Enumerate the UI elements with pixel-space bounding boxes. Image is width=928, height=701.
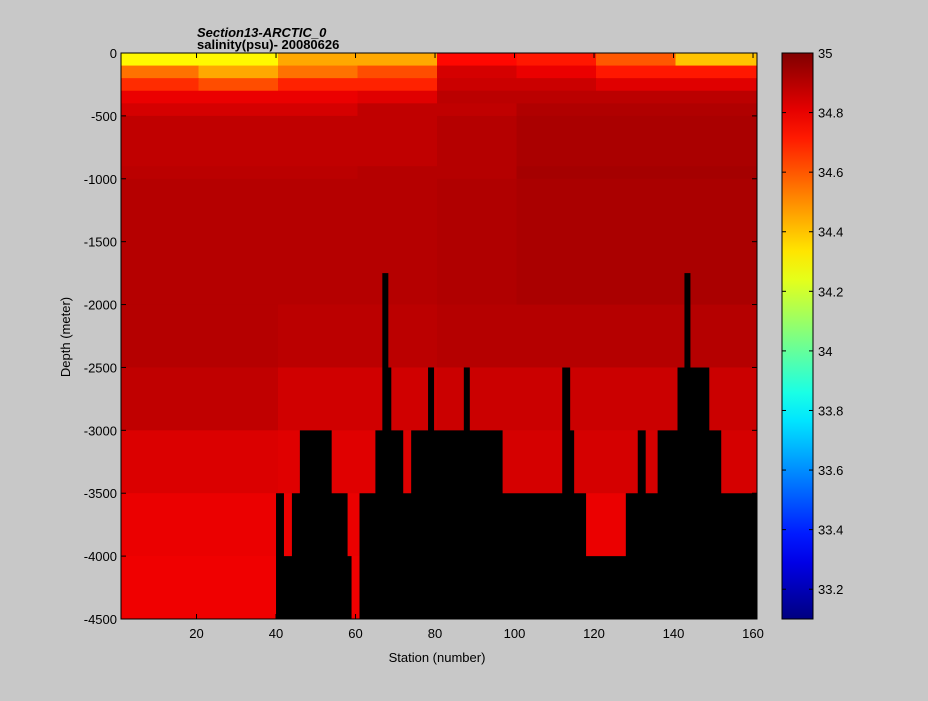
x-axis: 20 40 60 80 100 120 140 160 bbox=[189, 53, 764, 641]
heatmap-cell bbox=[437, 115, 518, 167]
y-axis-label: Depth (meter) bbox=[58, 297, 73, 377]
heatmap-cell bbox=[437, 65, 518, 79]
x-tick-label: 120 bbox=[583, 626, 605, 641]
heatmap-cell bbox=[278, 53, 438, 67]
y-tick-label: -3500 bbox=[84, 486, 117, 501]
heatmap-cell bbox=[516, 178, 758, 306]
heatmap-cell bbox=[596, 65, 758, 79]
x-tick-label: 60 bbox=[348, 626, 362, 641]
x-tick-label: 40 bbox=[269, 626, 283, 641]
x-tick-label: 160 bbox=[742, 626, 764, 641]
colorbar-tick-label: 34 bbox=[818, 344, 832, 359]
heatmap-cell bbox=[121, 65, 200, 79]
heatmap-cell bbox=[278, 304, 438, 368]
seamount-peak bbox=[684, 273, 691, 619]
seafloor-mask bbox=[121, 367, 757, 619]
heatmap-cell bbox=[198, 65, 279, 79]
x-tick-label: 140 bbox=[663, 626, 685, 641]
plot-frame bbox=[120, 52, 758, 620]
colorbar-tick-label: 34.2 bbox=[818, 284, 843, 299]
heatmap-cell bbox=[516, 115, 758, 167]
heatmap-cell bbox=[516, 166, 758, 180]
heatmap-cell bbox=[121, 115, 438, 167]
heatmap-cell bbox=[121, 178, 438, 306]
heatmap-cell bbox=[121, 304, 279, 368]
y-axis: 0 -500 -1000 -1500 -2000 -2500 -3000 -3500 -4000… bbox=[84, 46, 757, 627]
y-tick-label: -1500 bbox=[84, 235, 117, 250]
heatmap-cell bbox=[675, 53, 758, 67]
seamount-peak bbox=[463, 367, 470, 619]
heatmap-cell bbox=[357, 65, 438, 79]
seamount-peak bbox=[382, 273, 389, 619]
x-tick-label: 100 bbox=[504, 626, 526, 641]
heatmap-cell bbox=[516, 103, 758, 117]
heatmap-cell bbox=[437, 304, 758, 368]
heatmap-cell bbox=[121, 90, 359, 104]
heatmap-cell bbox=[121, 166, 359, 180]
heatmap-cell bbox=[121, 78, 200, 92]
x-tick-label: 80 bbox=[428, 626, 442, 641]
colorbar-tick-label: 33.4 bbox=[818, 523, 843, 538]
colorbar-tick-label: 34.4 bbox=[818, 225, 843, 240]
colorbar-tick-label: 34.8 bbox=[818, 106, 843, 121]
y-tick-label: -3000 bbox=[84, 423, 117, 438]
y-tick-label: -2500 bbox=[84, 360, 117, 375]
heatmap-cell bbox=[437, 53, 518, 67]
y-tick-label: -4500 bbox=[84, 612, 117, 627]
chart-title: Section13-ARCTIC_0 bbox=[197, 25, 327, 40]
heatmap-cell bbox=[121, 430, 279, 494]
y-tick-label: -1000 bbox=[84, 172, 117, 187]
seamount-peak bbox=[428, 367, 435, 619]
y-tick-label: -500 bbox=[91, 109, 117, 124]
heatmap-cell bbox=[437, 367, 758, 431]
heatmap-cell bbox=[596, 78, 758, 92]
colorbar-tick-label: 34.6 bbox=[818, 165, 843, 180]
heatmap-cell bbox=[516, 53, 597, 67]
colorbar-gradient bbox=[781, 52, 814, 620]
heatmap-cell bbox=[121, 53, 279, 67]
colorbar-tick-label: 35 bbox=[818, 46, 832, 61]
chart-subtitle: salinity(psu)- 20080626 bbox=[197, 37, 339, 52]
heatmap-cell bbox=[278, 65, 359, 79]
colorbar-tick-label: 33.6 bbox=[818, 463, 843, 478]
heatmap-cell bbox=[278, 367, 438, 431]
heatmap-cell bbox=[437, 178, 518, 306]
colorbar-tick-label: 33.2 bbox=[818, 582, 843, 597]
y-tick-label: 0 bbox=[110, 46, 117, 61]
x-axis-label: Station (number) bbox=[389, 650, 486, 665]
colorbar-tick-label: 33.8 bbox=[818, 403, 843, 418]
y-tick-label: -2000 bbox=[84, 298, 117, 313]
heatmap-cell bbox=[516, 65, 597, 79]
plot-area bbox=[121, 53, 758, 620]
heatmap-cell bbox=[596, 53, 677, 67]
heatmap-cell bbox=[437, 90, 758, 104]
heatmap-cell bbox=[357, 103, 518, 117]
heatmap-cell bbox=[198, 78, 279, 92]
heatmap-cell bbox=[121, 103, 359, 117]
heatmap-cell bbox=[278, 78, 438, 92]
heatmap-cell bbox=[357, 166, 518, 180]
y-tick-label: -4000 bbox=[84, 549, 117, 564]
colorbar: 33.2 33.4 33.6 33.8 34 34.2 34.4 34.6 34.8 35 bbox=[781, 46, 843, 620]
heatmap-cell bbox=[357, 90, 438, 104]
heatmap-cell bbox=[121, 367, 279, 431]
heatmap-cell bbox=[437, 78, 597, 92]
x-tick-label: 20 bbox=[189, 626, 203, 641]
